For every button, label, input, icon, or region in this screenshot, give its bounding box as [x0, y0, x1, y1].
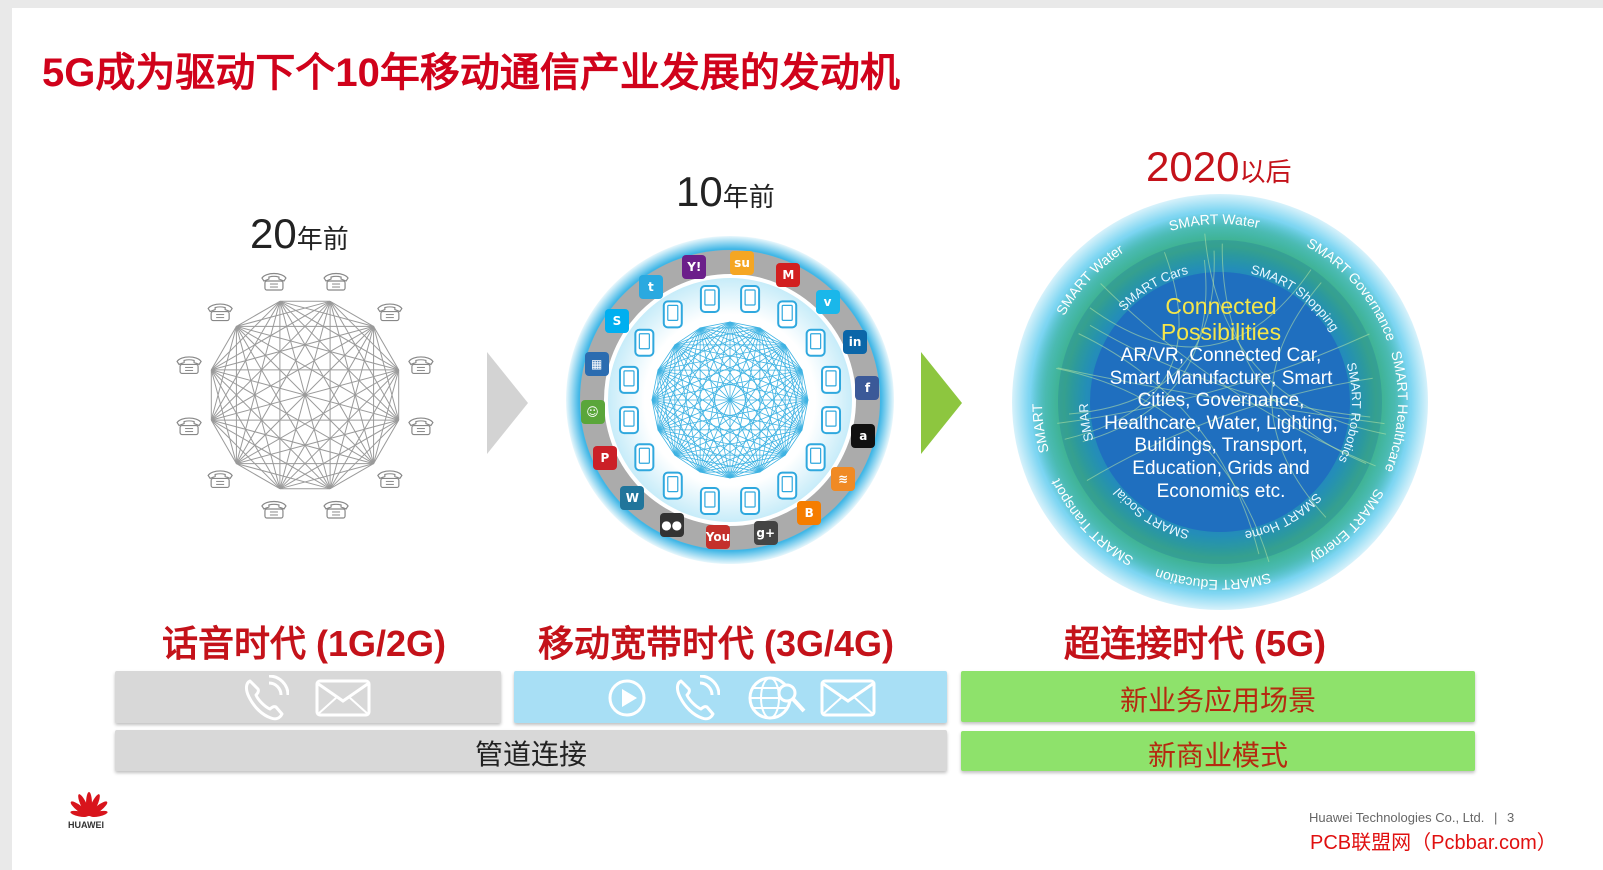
- telephone-icon: [177, 418, 201, 435]
- web-search-icon: [748, 675, 808, 721]
- arrow-right-green: [918, 350, 964, 456]
- era2-name: 移动宽带时代 (3G/4G): [538, 615, 894, 667]
- mobile-phone-icon: [664, 473, 682, 499]
- footer-separator: |: [1494, 810, 1497, 825]
- connected-heading-2: Possibilities: [1090, 319, 1352, 345]
- chat-icon: ☺: [581, 400, 605, 424]
- era3-name: 超连接时代 (5G): [1064, 615, 1326, 667]
- telephone-icon: [262, 501, 286, 518]
- arrow-right-grey: [484, 350, 530, 456]
- era1-name: 话音时代 (1G/2G): [162, 615, 446, 667]
- pipe-connection-bar: 管道连接: [115, 730, 947, 771]
- mobile-phone-icon: [741, 488, 759, 514]
- mail-icon: [820, 679, 876, 717]
- telephone-icon: [378, 471, 402, 488]
- telephone-icon: [378, 304, 402, 321]
- footer-watermark: PCB联盟网（Pcbbar.com）: [1310, 826, 1557, 855]
- era1-period-number: 20: [250, 210, 297, 257]
- mobile-phone-icon: [620, 407, 638, 433]
- new-scenarios-label: 新业务应用场景: [961, 679, 1475, 719]
- delicious-icon: ▦: [585, 352, 609, 376]
- footer-company: Huawei Technologies Co., Ltd. | 3: [1309, 810, 1514, 825]
- mobile-phone-icon: [807, 444, 825, 470]
- pipe-connection-label: 管道连接: [115, 733, 947, 773]
- era2-period-number: 10: [676, 168, 723, 215]
- era1-period-suffix: 年前: [297, 224, 349, 254]
- mobile-phone-icon: [635, 444, 653, 470]
- mobile-phone-icon: [822, 367, 840, 393]
- mobile-phone-icon: [741, 286, 759, 312]
- flickr-icon: ●●: [660, 513, 684, 537]
- telephone-icon: [324, 274, 348, 291]
- footer-company-name: Huawei Technologies Co., Ltd.: [1309, 810, 1484, 825]
- connected-line: AR/VR, Connected Car,: [1090, 345, 1352, 368]
- vimeo-icon: v: [816, 290, 840, 314]
- telephone-icon: [262, 274, 286, 291]
- phone-call-icon: [672, 675, 720, 721]
- slide-title: 5G成为驱动下个10年移动通信产业发展的发动机: [42, 40, 900, 98]
- mobile-phone-icon: [620, 367, 638, 393]
- connected-heading-1: Connected: [1090, 293, 1352, 319]
- skype-icon: S: [605, 309, 629, 333]
- mesh-lines: [211, 301, 398, 488]
- yahoo-icon: Y!: [682, 255, 706, 279]
- pinterest-icon: P: [593, 446, 617, 470]
- mobile-phone-icon: [701, 286, 719, 312]
- mobile-phone-icon: [778, 301, 796, 327]
- connected-line: Economics etc.: [1090, 481, 1352, 504]
- telephone-icon: [409, 418, 433, 435]
- wordpress-icon: W: [620, 486, 644, 510]
- mail-icon: [315, 679, 371, 717]
- mobile-phone-icon: [778, 473, 796, 499]
- blogger-icon: B: [797, 501, 821, 525]
- telephone-icon: [409, 357, 433, 374]
- telephone-icon: [324, 501, 348, 518]
- mobile-phone-icon: [822, 407, 840, 433]
- twitter-icon: t: [639, 275, 663, 299]
- mobile-phone-icon: [635, 330, 653, 356]
- huawei-logo-text: HUAWEI: [68, 820, 104, 830]
- linkedin-icon: in: [843, 330, 867, 354]
- facebook-icon: f: [855, 376, 879, 400]
- mobile-phone-icon: [664, 301, 682, 327]
- connected-line: Education, Grids and: [1090, 458, 1352, 481]
- era3-period-suffix: 以后: [1239, 157, 1291, 187]
- meetup-icon: M: [776, 263, 800, 287]
- mesh-lines: [652, 322, 808, 478]
- google-plus-icon: g+: [754, 521, 778, 545]
- broadband-services-bar: [514, 671, 947, 723]
- connected-line: Cities, Governance,: [1090, 390, 1352, 413]
- amazon-icon: a: [851, 424, 875, 448]
- voice-services-bar: [115, 671, 501, 723]
- mobile-broadband-diagram: [565, 235, 895, 565]
- new-business-label: 新商业模式: [961, 734, 1475, 774]
- telephone-icon: [208, 471, 232, 488]
- new-business-bar: 新商业模式: [961, 731, 1475, 771]
- era1-period: 20年前: [250, 210, 349, 258]
- era3-period-number: 2020: [1146, 143, 1239, 190]
- youtube-icon: You: [706, 525, 730, 549]
- telephone-network-diagram: [160, 260, 450, 525]
- huawei-logo-icon: [68, 790, 110, 820]
- mobile-phone-icon: [701, 488, 719, 514]
- connected-line: Healthcare, Water, Lighting,: [1090, 413, 1352, 436]
- new-scenarios-bar: 新业务应用场景: [961, 671, 1475, 722]
- mobile-phone-icon: [807, 330, 825, 356]
- telephone-icon: [208, 304, 232, 321]
- era2-period-suffix: 年前: [723, 182, 775, 212]
- footer-page-number: 3: [1507, 810, 1514, 825]
- connected-line: Smart Manufacture, Smart: [1090, 368, 1352, 391]
- era2-period: 10年前: [676, 168, 775, 216]
- stumbleupon-icon: su: [730, 251, 754, 275]
- play-icon: [608, 679, 646, 717]
- connected-possibilities-text: Connected Possibilities AR/VR, Connected…: [1090, 293, 1352, 503]
- rss-icon: ≋: [831, 467, 855, 491]
- connected-line: Buildings, Transport,: [1090, 435, 1352, 458]
- era3-period: 2020以后: [1146, 143, 1291, 191]
- telephone-icon: [177, 357, 201, 374]
- phone-call-icon: [241, 675, 289, 721]
